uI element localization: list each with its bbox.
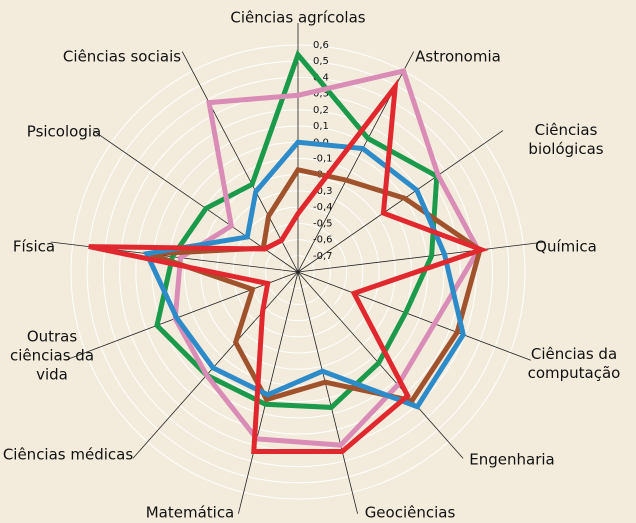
axis-label: Psicologia (26, 122, 102, 141)
r-tick-label: -0,6 (313, 235, 333, 246)
series-line (143, 139, 466, 410)
r-tick-label: -0,7 (313, 251, 333, 262)
axis-line (297, 241, 546, 273)
axis-line (297, 271, 358, 514)
axis-label: Química (535, 237, 597, 256)
r-tick-label: 0,1 (313, 121, 329, 132)
r-tick-label: 0,4 (313, 72, 329, 83)
axis-label: Física (12, 237, 56, 256)
series-line (172, 68, 482, 448)
axis-label: Outras ciências da vida (9, 327, 95, 384)
series-line (88, 78, 489, 454)
axis-label: Ciências da computação (527, 345, 621, 382)
r-tick-label: 0,3 (313, 89, 329, 100)
axis-line (132, 271, 299, 459)
axis-label: Ciências médicas (2, 445, 134, 464)
axis-label: Ciências biológicas (528, 121, 604, 158)
r-tick-label: -0,3 (313, 186, 333, 197)
r-tick-label: -0,4 (313, 202, 333, 213)
series-line (154, 49, 440, 410)
axis-line (181, 51, 299, 273)
r-tick-label: 0,2 (313, 105, 329, 116)
axis-label: Ciências sociais (62, 47, 182, 66)
axis-line (297, 271, 531, 361)
axis-label: Ciências agrícolas (230, 8, 366, 27)
r-tick-label: 0,6 (313, 40, 329, 51)
axis-line (297, 130, 504, 273)
axis-line (65, 271, 299, 361)
axis-label: Astronomia (415, 47, 501, 66)
axis-label: Geociências (364, 503, 456, 522)
axis-label: Matemática (145, 503, 235, 522)
r-tick-label: 0,5 (313, 56, 329, 67)
axis-line (297, 271, 464, 459)
axis-label: Engenharia (469, 450, 555, 469)
r-tick-label: -0,5 (313, 218, 333, 229)
r-tick-label: -0,1 (313, 154, 333, 165)
